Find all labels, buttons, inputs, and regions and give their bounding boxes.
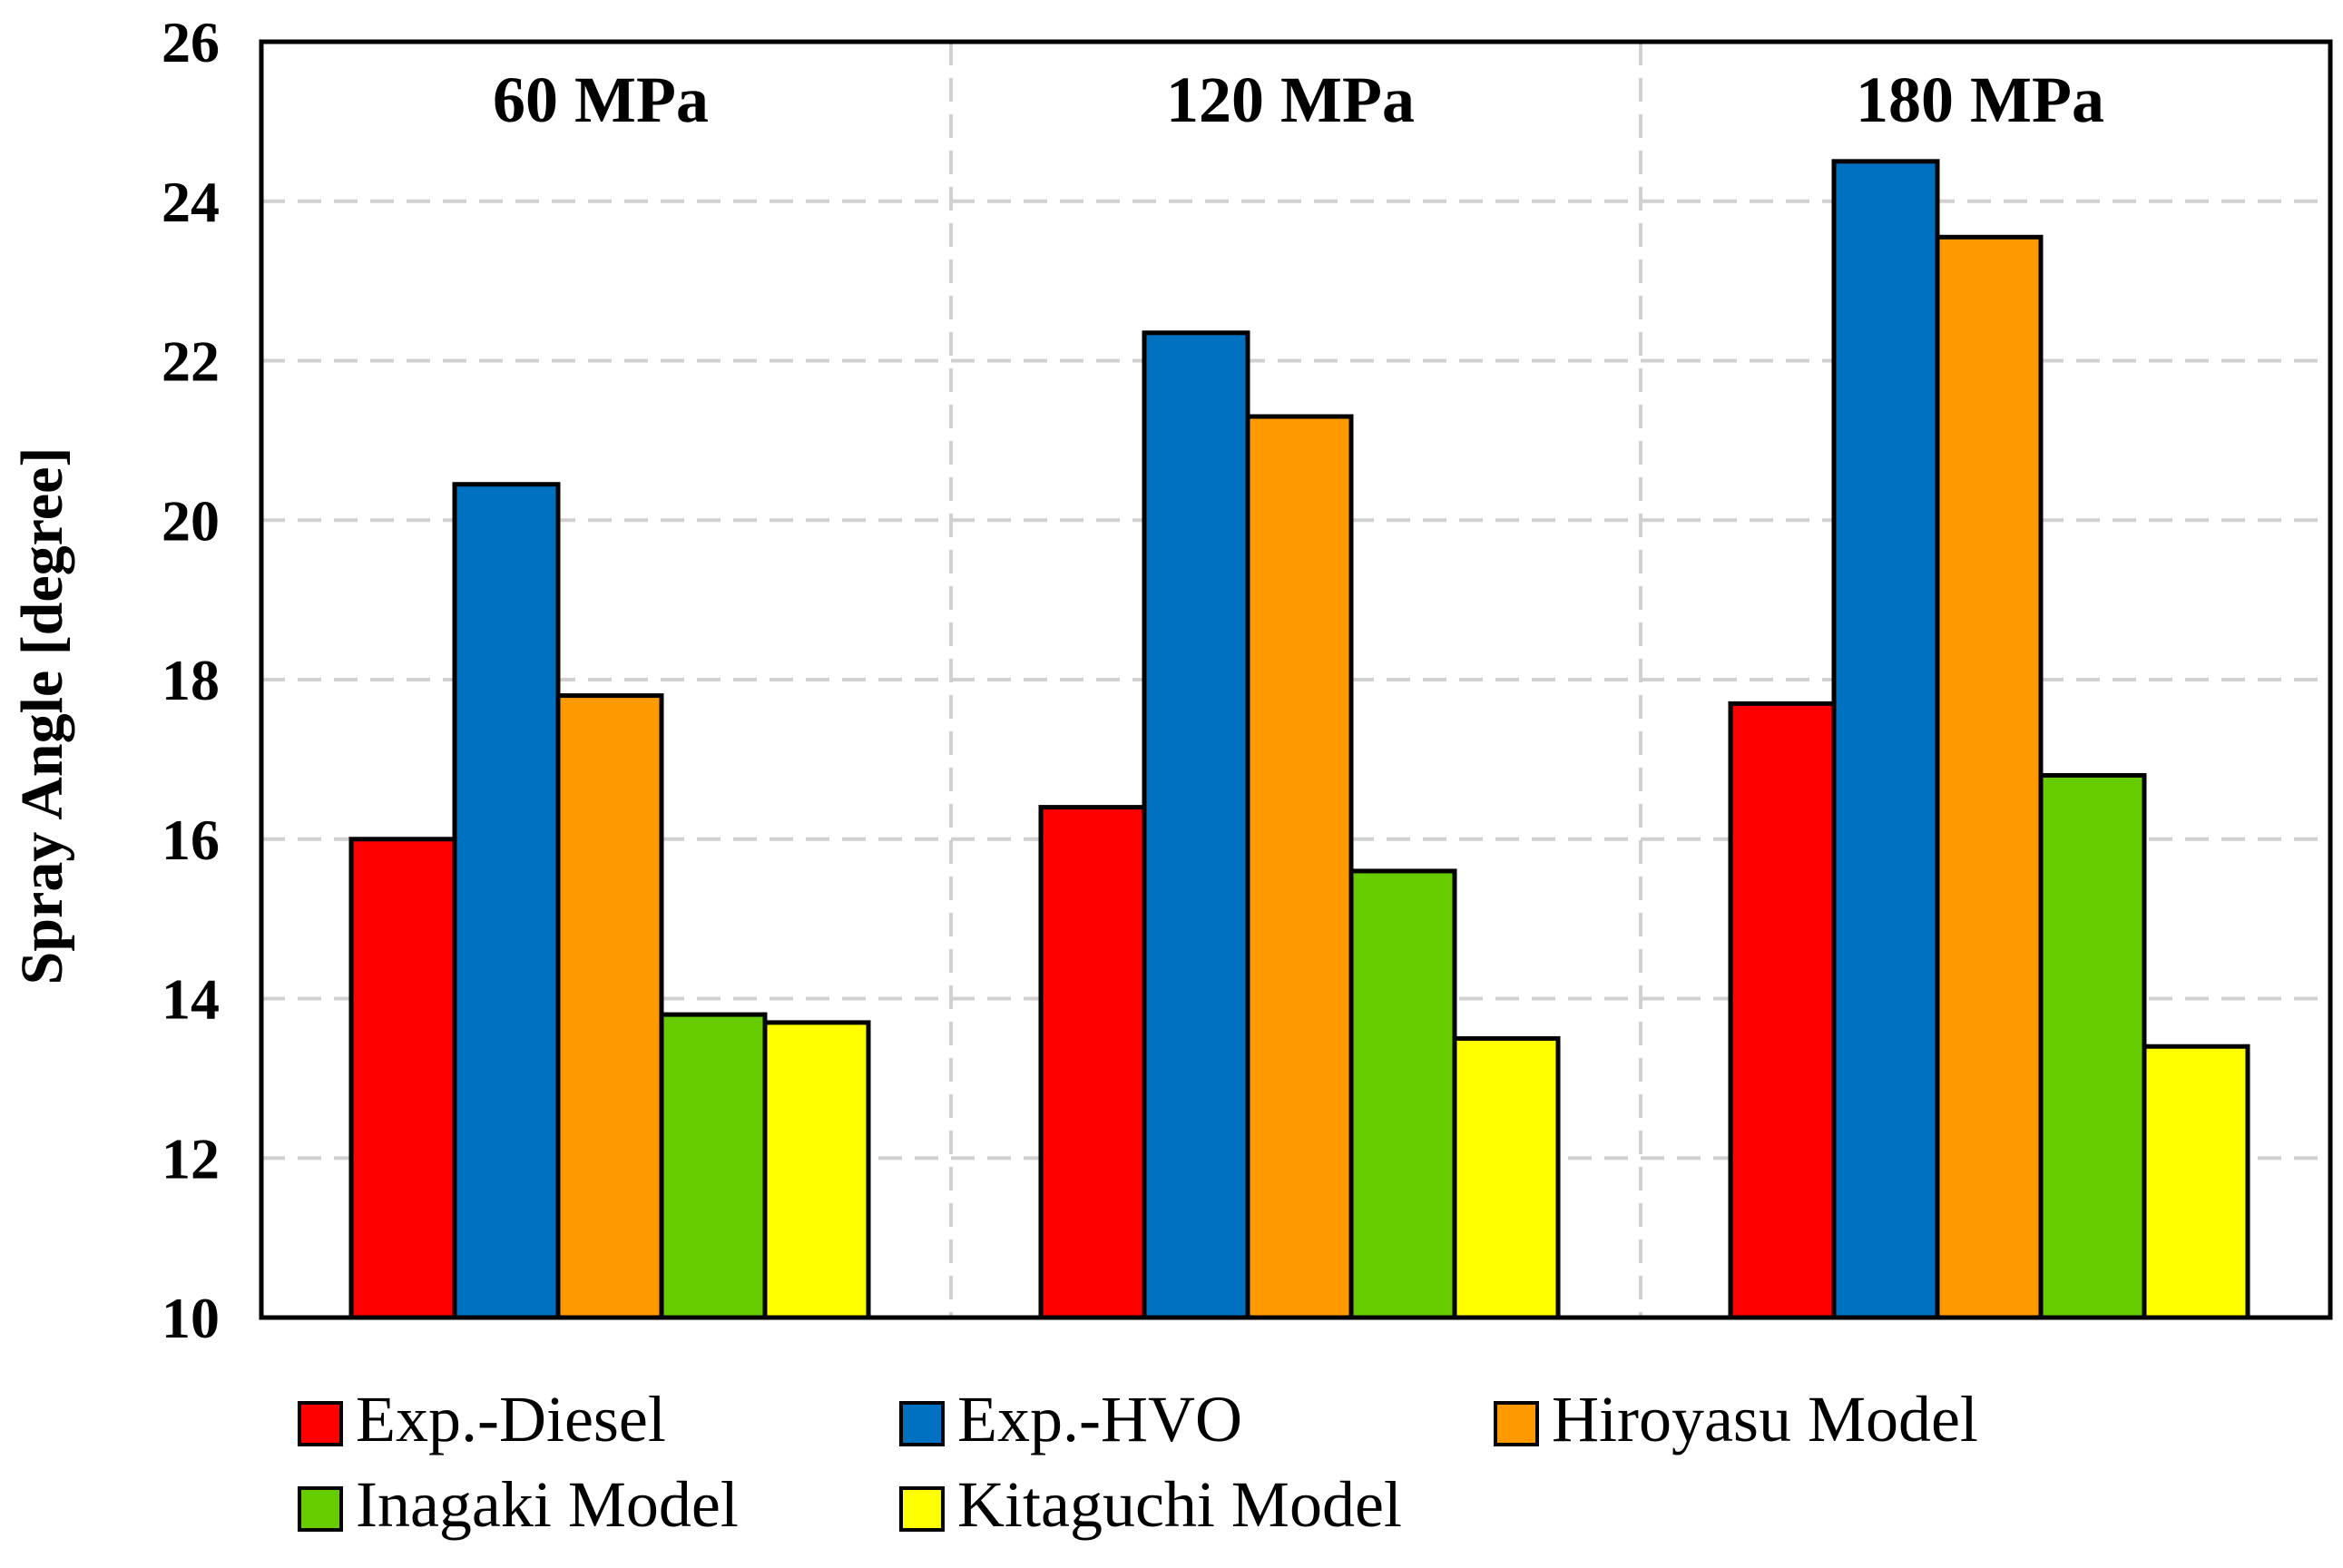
bar-hiroyasu-model-0 [555,693,664,1320]
legend-label: Kitaguchi Model [957,1468,1402,1541]
bar-inagaki-model-2 [2038,772,2147,1320]
bar-exp-diesel-2 [1728,701,1837,1320]
bar-exp-hvo-1 [1142,330,1250,1320]
y-tick-label: 18 [162,648,220,712]
category-label: 60 MPa [493,64,709,136]
y-tick-label: 16 [162,808,220,872]
y-tick-label: 24 [162,170,220,234]
category-label: 180 MPa [1856,64,2104,136]
bars-layer [348,159,2250,1320]
bar-inagaki-model-1 [1348,868,1457,1320]
bar-exp-hvo-2 [1831,159,1940,1320]
bar-exp-diesel-1 [1038,805,1147,1320]
plot-area-frame [259,39,2333,1320]
y-tick-label: 22 [162,329,220,394]
y-tick-label: 26 [162,10,220,74]
legend-label: Exp.-Diesel [356,1383,666,1455]
y-tick-label: 20 [162,488,220,553]
y-tick-label: 12 [162,1126,220,1191]
legend-label: Hiroyasu Model [1552,1383,1978,1455]
bar-hiroyasu-model-1 [1245,414,1354,1320]
legend-swatch [899,1486,945,1532]
bar-kitaguchi-model-2 [2142,1044,2250,1320]
legend-swatch [1494,1401,1539,1446]
bar-kitaguchi-model-1 [1452,1035,1561,1320]
y-tick-label: 10 [162,1286,220,1350]
legend-swatch [298,1486,343,1532]
bar-inagaki-model-0 [659,1012,768,1320]
bar-exp-hvo-0 [452,482,561,1320]
y-tick-label: 14 [162,967,220,1032]
category-label: 120 MPa [1166,64,1415,136]
legend-swatch [298,1401,343,1446]
category-labels: 60 MPa 120 MPa 180 MPa [493,64,2104,136]
bar-hiroyasu-model-2 [1935,234,2044,1320]
y-axis-ticks: 10 12 14 16 18 20 22 24 26 [162,10,220,1350]
legend-label: Inagaki Model [356,1468,739,1541]
legend-label: Exp.-HVO [957,1383,1242,1455]
bar-exp-diesel-0 [348,837,457,1320]
bar-kitaguchi-model-0 [762,1020,871,1320]
y-axis-title: Spray Angle [degree] [9,447,75,985]
legend-swatch [899,1401,945,1446]
legend: Exp.-Diesel Exp.-HVO Hiroyasu Model Inagaki… [298,1383,1978,1541]
